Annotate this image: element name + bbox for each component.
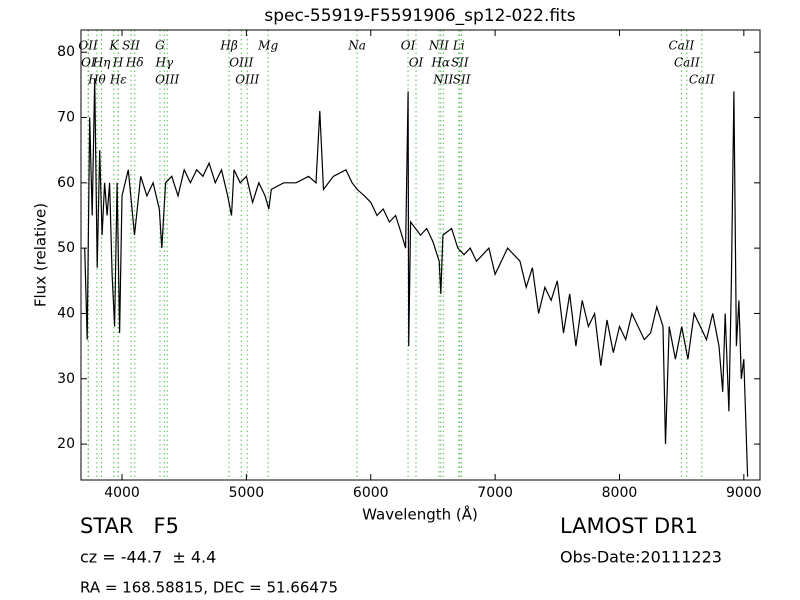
line-id-label: G bbox=[155, 39, 165, 53]
line-id-label: OI bbox=[81, 56, 96, 70]
line-id-label: CaII bbox=[668, 39, 694, 53]
line-id-label: NII bbox=[432, 73, 453, 87]
line-id-label: OIII bbox=[155, 73, 179, 87]
x-tick-label: 5000 bbox=[229, 485, 265, 501]
y-tick-label: 40 bbox=[57, 305, 75, 321]
obs-date: Obs-Date:20111223 bbox=[560, 548, 722, 567]
line-id-label: Hα bbox=[430, 56, 450, 70]
y-tick-label: 50 bbox=[57, 240, 75, 256]
y-tick-label: 60 bbox=[57, 175, 75, 191]
x-tick-label: 4000 bbox=[104, 485, 140, 501]
chart-title: spec-55919-F5591906_sp12-022.fits bbox=[264, 6, 575, 26]
line-id-label: SII bbox=[122, 39, 140, 53]
y-tick-label: 70 bbox=[57, 110, 75, 126]
line-id-label: Li bbox=[452, 39, 465, 53]
object-class: STAR F5 bbox=[80, 514, 179, 538]
y-tick-label: 30 bbox=[57, 371, 75, 387]
x-tick-label: 8000 bbox=[602, 485, 638, 501]
redshift: cz = -44.7 ± 4.4 bbox=[80, 548, 216, 567]
line-id-label: OIII bbox=[229, 56, 253, 70]
line-id-label: Na bbox=[347, 39, 366, 53]
line-id-label: Hβ bbox=[219, 39, 237, 53]
y-tick-label: 80 bbox=[57, 44, 75, 60]
survey: LAMOST DR1 bbox=[560, 514, 698, 538]
line-id-label: Hθ bbox=[87, 73, 106, 87]
line-id-label: OI bbox=[409, 56, 424, 70]
spectrum-line bbox=[84, 78, 749, 477]
line-id-label: K bbox=[108, 39, 119, 53]
line-id-label: CaII bbox=[674, 56, 700, 70]
x-axis-label: Wavelength (Å) bbox=[362, 505, 478, 524]
plot-frame bbox=[80, 29, 761, 481]
line-id-label: Hδ bbox=[125, 56, 144, 70]
x-tick-label: 6000 bbox=[353, 485, 389, 501]
line-id-label: SII bbox=[451, 56, 469, 70]
line-id-label: OIII bbox=[235, 73, 259, 87]
line-id-label: Hη bbox=[92, 56, 111, 70]
coordinates: RA = 168.58815, DEC = 51.66475 bbox=[80, 579, 338, 597]
x-tick-label: 9000 bbox=[726, 485, 762, 501]
line-id-label: Mg bbox=[257, 39, 278, 53]
line-id-label: SII bbox=[453, 73, 471, 87]
line-id-label: CaII bbox=[689, 73, 715, 87]
line-id-label: OI bbox=[401, 39, 416, 53]
line-id-label: NII bbox=[428, 39, 449, 53]
line-id-label: Hγ bbox=[155, 56, 174, 70]
line-id-label: Hε bbox=[109, 73, 127, 87]
x-tick-label: 7000 bbox=[477, 485, 513, 501]
y-tick-label: 20 bbox=[57, 436, 75, 452]
line-id-label: OII bbox=[78, 39, 98, 53]
y-axis-label: Flux (relative) bbox=[32, 203, 50, 307]
